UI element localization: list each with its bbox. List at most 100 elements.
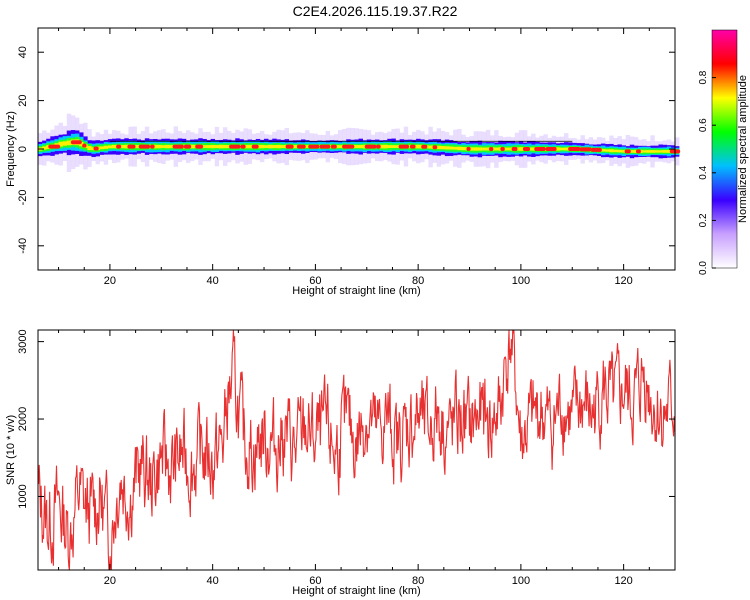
ridge-peak-cell	[398, 144, 410, 149]
snr-x-tick-label: 40	[207, 575, 219, 587]
ridge-peak-cell	[364, 144, 377, 149]
ridge-band-cell	[214, 145, 220, 149]
ridge-band-cell	[473, 147, 479, 151]
snr-axes: 20 40 60 80 100 120 1000 2000 3000	[17, 329, 676, 587]
ridge-band-cell	[494, 147, 499, 151]
ridge-band-cell	[338, 145, 343, 148]
colorbar-tick-label: 0.8	[698, 70, 709, 84]
ridge-peak-cell	[172, 144, 184, 149]
spectrogram-x-tick-label: 20	[104, 275, 116, 287]
ridge-band-cell	[190, 144, 195, 149]
spectrogram-x-axis-label: Height of straight line (km)	[292, 285, 420, 297]
ridge-band-cell	[206, 145, 211, 149]
ridge-band-cell	[646, 150, 651, 153]
ridge-band-cell	[272, 145, 277, 149]
ridge-band-cell	[666, 150, 672, 153]
ridge-band-cell	[42, 146, 47, 150]
ridge-peak-cell	[409, 144, 416, 149]
ridge-peak-cell	[308, 144, 320, 149]
snr-series-line	[37, 329, 676, 571]
ridge-peak-cell	[127, 144, 136, 149]
ridge-band-cell	[654, 150, 659, 153]
ridge-band-cell	[477, 147, 483, 151]
ridge-band-cell	[107, 145, 113, 149]
ridge-band-cell	[642, 150, 647, 153]
colorbar-tick-label: 0.2	[698, 213, 709, 227]
ridge-peak-cell	[149, 144, 155, 149]
snr-x-tick-label: 20	[104, 575, 116, 587]
ridge-peak-cell	[466, 146, 471, 151]
ridge-band-cell	[428, 145, 433, 149]
ridge-band-cell	[453, 146, 458, 150]
ridge-band-cell	[62, 141, 68, 146]
ridge-band-cell	[379, 144, 384, 149]
snr-x-tick-label: 120	[614, 575, 632, 587]
ridge-band-cell	[609, 149, 614, 153]
ridge-peak-cell	[489, 147, 494, 151]
ridge-peak-cell	[285, 144, 294, 149]
ridge-peak-cell	[500, 147, 505, 151]
ridge-peak-cell	[138, 144, 151, 149]
ridge-peak-cell	[568, 147, 581, 151]
ridge-band-cell	[157, 144, 162, 149]
snr-x-tick-label: 80	[412, 575, 424, 587]
ridge-band-cell	[222, 144, 228, 149]
ridge-peak-cell	[432, 145, 438, 150]
ridge-band-cell	[531, 147, 536, 151]
ridge-band-cell	[66, 140, 72, 146]
spectral-ridge	[38, 113, 681, 172]
ridge-band-cell	[448, 146, 454, 150]
ridge-peak-cell	[545, 147, 557, 151]
ridge-band-cell	[662, 150, 668, 153]
ridge-band-cell	[469, 147, 474, 151]
ridge-band-cell	[358, 145, 363, 149]
ridge-band-cell	[280, 145, 285, 149]
spectrogram-x-tick-label: 40	[207, 275, 219, 287]
ridge-band-cell	[99, 146, 105, 150]
ridge-band-cell	[601, 149, 606, 152]
spectrogram-x-tick-label: 80	[412, 275, 424, 287]
spectrogram-y-tick-label: 0	[17, 146, 29, 152]
spectrogram-y-tick-label: 20	[17, 94, 29, 106]
ridge-band-cell	[169, 145, 174, 149]
ridge-peak-cell	[116, 144, 122, 149]
snr-x-tick-label: 60	[309, 575, 321, 587]
ridge-band-cell	[485, 147, 491, 151]
snr-frame	[37, 329, 676, 571]
ridge-band-cell	[161, 145, 166, 148]
snr-x-tick-label: 100	[512, 575, 530, 587]
colorbar-tick-label: 0.0	[698, 261, 709, 275]
ridge-peak-cell	[342, 144, 355, 149]
ridge-band-cell	[457, 146, 462, 151]
ridge-band-cell	[243, 144, 248, 149]
colorbar-tick-label: 0.4	[698, 165, 709, 179]
ridge-band-cell	[621, 150, 626, 153]
ridge-peak-cell	[240, 144, 246, 149]
ridge-band-cell	[395, 145, 400, 148]
ridge-band-cell	[555, 147, 561, 151]
ridge-peak-cell	[330, 144, 337, 149]
ridge-band-cell	[259, 144, 265, 149]
ridge-peak-cell	[590, 147, 602, 152]
ridge-peak-cell	[624, 149, 631, 154]
ridge-peak-cell	[93, 146, 99, 151]
ridge-band-cell	[605, 149, 610, 152]
ridge-peak-cell	[70, 140, 82, 145]
ridge-peak-cell	[195, 144, 204, 149]
ridge-band-cell	[292, 144, 298, 149]
spectrogram-y-tick-label: -40	[17, 238, 29, 254]
colorbar-tick-label: 0.6	[698, 118, 709, 132]
spectrogram-y-tick-label: 40	[17, 46, 29, 58]
ridge-band-cell	[276, 144, 281, 149]
ridge-band-cell	[440, 146, 446, 150]
ridge-peak-cell	[522, 147, 531, 151]
snr-y-tick-label: 2000	[17, 407, 29, 431]
ridge-band-cell	[264, 145, 269, 149]
ridge-band-cell	[153, 144, 158, 149]
ridge-band-cell	[124, 144, 129, 149]
spectrogram-y-axis-label: Frequency (Hz)	[5, 111, 17, 187]
spectrogram-x-tick-label: 100	[512, 275, 530, 287]
colorbar-gradient	[711, 29, 738, 269]
ridge-band-cell	[391, 145, 396, 148]
